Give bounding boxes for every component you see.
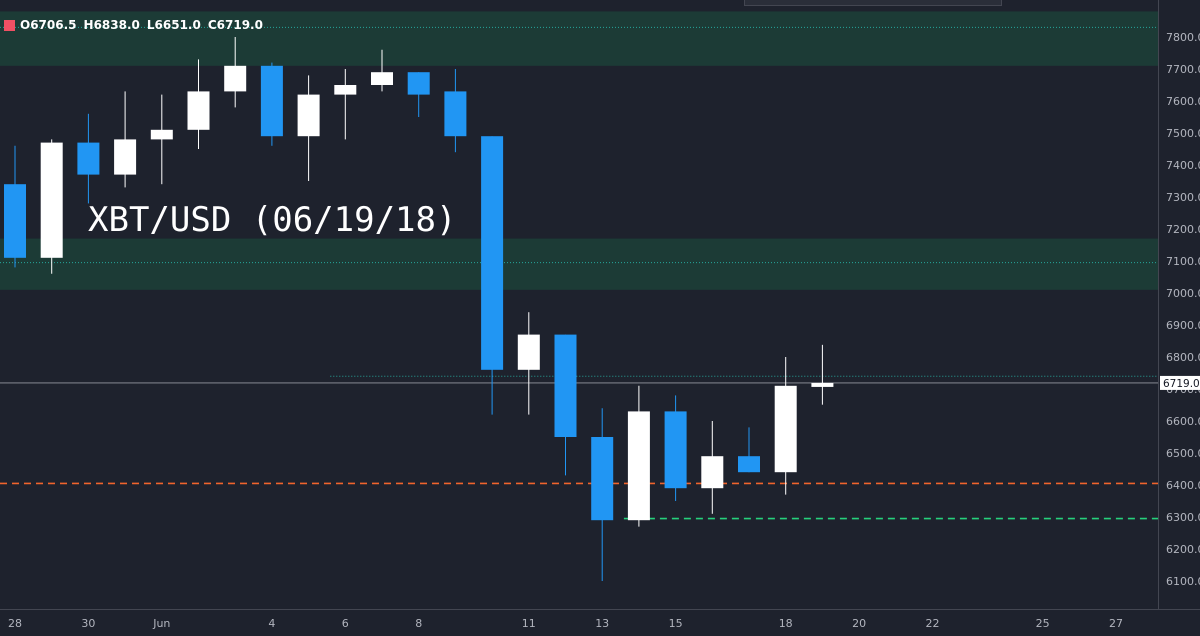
- x-tick-label: Jun: [152, 617, 170, 630]
- high-value: 6838.0: [93, 18, 140, 32]
- y-tick-label: 6600.0: [1166, 415, 1200, 428]
- ohlc-legend: O6706.5 H6838.0 L6651.0 C6719.0: [4, 15, 270, 35]
- y-tick-label: 6800.0: [1166, 351, 1200, 364]
- x-tick-label: 30: [81, 617, 95, 630]
- candle-body-1[interactable]: [40, 142, 63, 258]
- x-tick-label: 22: [926, 617, 940, 630]
- low-value: 6651.0: [154, 18, 201, 32]
- close-label: C: [207, 18, 217, 32]
- x-tick-label: 6: [342, 617, 349, 630]
- x-tick-label: 28: [8, 617, 22, 630]
- candle-body-3[interactable]: [114, 139, 137, 175]
- candle-body-18[interactable]: [664, 411, 687, 489]
- x-tick-label: 18: [779, 617, 793, 630]
- candle-body-6[interactable]: [224, 65, 247, 92]
- candle-body-12[interactable]: [444, 91, 467, 137]
- y-tick-label: 6200.0: [1166, 543, 1200, 556]
- x-tick-label: 27: [1109, 617, 1123, 630]
- x-tick-label: 4: [268, 617, 275, 630]
- candle-body-15[interactable]: [554, 334, 577, 437]
- last-price-badge: [1160, 375, 1200, 390]
- candle-body-8[interactable]: [297, 94, 320, 137]
- candle-body-2[interactable]: [77, 142, 100, 175]
- x-tick-label: 11: [522, 617, 536, 630]
- y-tick-label: 6300.0: [1166, 511, 1200, 524]
- candle-body-16[interactable]: [591, 437, 614, 521]
- candle-body-22[interactable]: [811, 382, 834, 387]
- y-tick-label: 7200.0: [1166, 223, 1200, 236]
- y-tick-label: 7500.0: [1166, 127, 1200, 140]
- high-label: H: [83, 18, 94, 32]
- candle-body-14[interactable]: [517, 334, 540, 370]
- y-tick-label: 6400.0: [1166, 479, 1200, 492]
- candle-body-13[interactable]: [481, 136, 504, 370]
- candle-body-20[interactable]: [738, 456, 760, 473]
- chart-title: XBT/USD (06/19/18): [88, 200, 457, 240]
- candle-body-19[interactable]: [701, 456, 724, 489]
- candle-body-4[interactable]: [150, 129, 173, 140]
- candle-body-17[interactable]: [627, 411, 650, 521]
- candle-body-11[interactable]: [407, 72, 430, 95]
- y-tick-label: 7100.0: [1166, 255, 1200, 268]
- close-value: 6719.0: [216, 18, 263, 32]
- y-tick-label: 7600.0: [1166, 95, 1200, 108]
- x-tick-label: 25: [1036, 617, 1050, 630]
- y-tick-label: 7700.0: [1166, 63, 1200, 76]
- low-label: L: [146, 18, 155, 32]
- y-tick-label: 7400.0: [1166, 159, 1200, 172]
- y-tick-label: 7300.0: [1166, 191, 1200, 204]
- y-tick-label: 7800.0: [1166, 31, 1200, 44]
- x-tick-label: 15: [669, 617, 683, 630]
- resistance-zone-0[interactable]: [0, 11, 1158, 66]
- open-value: 6706.5: [30, 18, 77, 32]
- resistance-zone-1[interactable]: [0, 238, 1158, 290]
- symbol-flag-icon: [4, 19, 15, 31]
- x-tick-label: 13: [595, 617, 609, 630]
- candle-body-5[interactable]: [187, 91, 210, 130]
- candle-body-21[interactable]: [774, 385, 797, 473]
- toolbar-strip[interactable]: [744, 0, 1002, 6]
- x-tick-label: 8: [415, 617, 422, 630]
- y-tick-label: 6500.0: [1166, 447, 1200, 460]
- y-tick-label: 6100.0: [1166, 575, 1200, 588]
- candle-body-0[interactable]: [4, 184, 26, 258]
- open-label: O: [20, 18, 31, 32]
- candle-body-10[interactable]: [371, 72, 393, 85]
- candle-body-9[interactable]: [334, 85, 357, 95]
- last-price-label: 6719.0: [1163, 378, 1200, 390]
- y-tick-label: 6900.0: [1166, 319, 1200, 332]
- y-tick-label: 7000.0: [1166, 287, 1200, 300]
- candle-body-7[interactable]: [260, 65, 283, 137]
- x-tick-label: 20: [852, 617, 866, 630]
